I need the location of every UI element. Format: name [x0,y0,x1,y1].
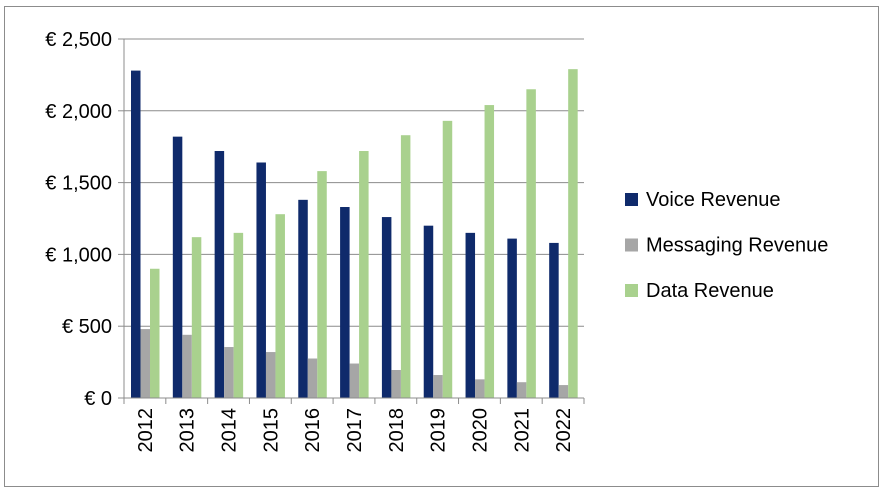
x-tick-label: 2016 [302,408,324,453]
x-tick-label: 2021 [511,408,533,453]
legend: Voice Revenue Messaging Revenue Data Reven… [625,189,828,302]
bar-messaging-revenue-2012 [140,329,150,398]
y-tick-label: € 1,000 [45,244,112,266]
legend-label: Voice Revenue [646,189,781,211]
bar-data-revenue-2021 [526,89,536,398]
bar-data-revenue-2022 [568,69,578,398]
bar-data-revenue-2019 [442,120,453,399]
bars [131,69,578,399]
x-tick-label: 2015 [260,408,282,453]
bar-messaging-revenue-2016 [307,358,318,398]
x-tick-label: 2017 [344,408,366,453]
bar-data-revenue-2013 [191,237,202,398]
x-tick-label: 2014 [219,408,241,453]
bar-messaging-revenue-2015 [265,352,276,398]
x-tick-label: 2013 [177,408,199,453]
bar-data-revenue-2020 [484,105,495,398]
bar-voice-revenue-2017 [340,207,350,398]
bar-data-revenue-2015 [275,214,285,398]
y-tick-label: € 2,500 [45,29,112,51]
bar-data-revenue-2017 [359,151,369,398]
y-tick-label: € 1,500 [45,173,112,195]
bar-data-revenue-2014 [233,232,244,398]
bar-voice-revenue-2022 [549,242,559,398]
y-tick-label: € 500 [62,316,112,338]
bar-voice-revenue-2021 [507,238,517,398]
bar-messaging-revenue-2021 [516,382,527,398]
bar-voice-revenue-2018 [381,217,392,398]
legend-swatch-voice-revenue [625,193,638,206]
legend-swatch-data-revenue [625,284,638,297]
x-tick-label: 2022 [553,408,575,453]
bar-messaging-revenue-2018 [391,369,401,398]
x-tick-label: 2020 [469,408,491,453]
bar-messaging-revenue-2019 [433,375,443,398]
bar-voice-revenue-2013 [172,136,183,398]
bar-messaging-revenue-2022 [558,385,569,398]
axes: € 0 € 500 € 1,000 € 1,500 € 2,000 € 2,500 2012… [45,29,585,453]
bar-messaging-revenue-2014 [224,347,234,398]
bar-messaging-revenue-2013 [182,334,192,398]
legend-swatch-messaging-revenue [625,238,638,252]
bar-voice-revenue-2020 [465,232,476,398]
chart-frame [4,6,879,487]
bar-messaging-revenue-2020 [475,379,485,398]
x-tick-label: 2018 [386,408,408,453]
bar-data-revenue-2012 [150,268,160,398]
y-tick-label: € 0 [84,388,112,410]
bar-data-revenue-2018 [400,135,411,398]
legend-label: Data Revenue [646,280,774,302]
bar-data-revenue-2016 [317,171,327,398]
bar-messaging-revenue-2017 [349,363,360,398]
bar-voice-revenue-2014 [214,151,225,398]
bar-voice-revenue-2019 [423,225,434,398]
bar-voice-revenue-2016 [298,199,308,398]
legend-label: Messaging Revenue [646,235,828,257]
x-tick-label: 2019 [428,408,450,453]
y-tick-label: € 2,000 [45,101,112,123]
bar-voice-revenue-2012 [131,70,141,398]
x-tick-label: 2012 [135,408,157,453]
bar-voice-revenue-2015 [256,162,266,398]
